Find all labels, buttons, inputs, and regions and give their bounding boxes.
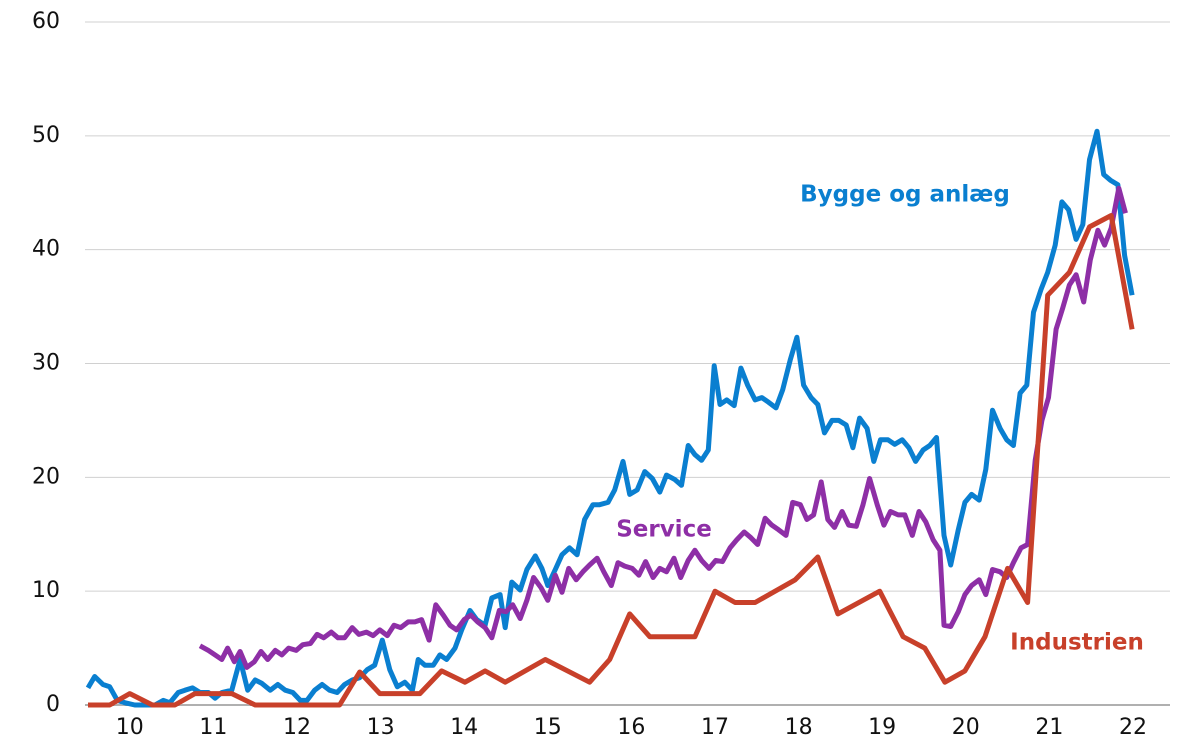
y-tick-label: 20 xyxy=(32,464,60,489)
series-label: Service xyxy=(616,517,712,543)
series-label: Bygge og anlæg xyxy=(800,182,1010,208)
grid xyxy=(85,21,1170,706)
series-label: Industrien xyxy=(1010,630,1144,656)
y-tick-label: 0 xyxy=(46,692,60,717)
lines xyxy=(85,128,1135,708)
y-tick-label: 30 xyxy=(32,351,60,376)
y-tick-label: 60 xyxy=(32,9,60,34)
x-tick-label: 10 xyxy=(116,715,144,740)
x-tick-label: 22 xyxy=(1119,715,1147,740)
series-line xyxy=(198,185,1128,670)
x-tick-label: 12 xyxy=(283,715,311,740)
x-tick-label: 19 xyxy=(868,715,896,740)
y-tick-label: 10 xyxy=(32,578,60,603)
x-tick-label: 20 xyxy=(952,715,980,740)
x-tick-label: 17 xyxy=(701,715,729,740)
series-line xyxy=(85,128,1135,708)
x-tick-label: 13 xyxy=(367,715,395,740)
x-tick-label: 21 xyxy=(1035,715,1063,740)
series-line xyxy=(88,213,1135,708)
x-tick-label: 14 xyxy=(450,715,478,740)
x-tick-label: 18 xyxy=(785,715,813,740)
x-tick-label: 15 xyxy=(534,715,562,740)
y-tick-label: 40 xyxy=(32,237,60,262)
x-tick-label: 11 xyxy=(199,715,227,740)
x-tick-label: 16 xyxy=(617,715,645,740)
y-tick-label: 50 xyxy=(32,123,60,148)
